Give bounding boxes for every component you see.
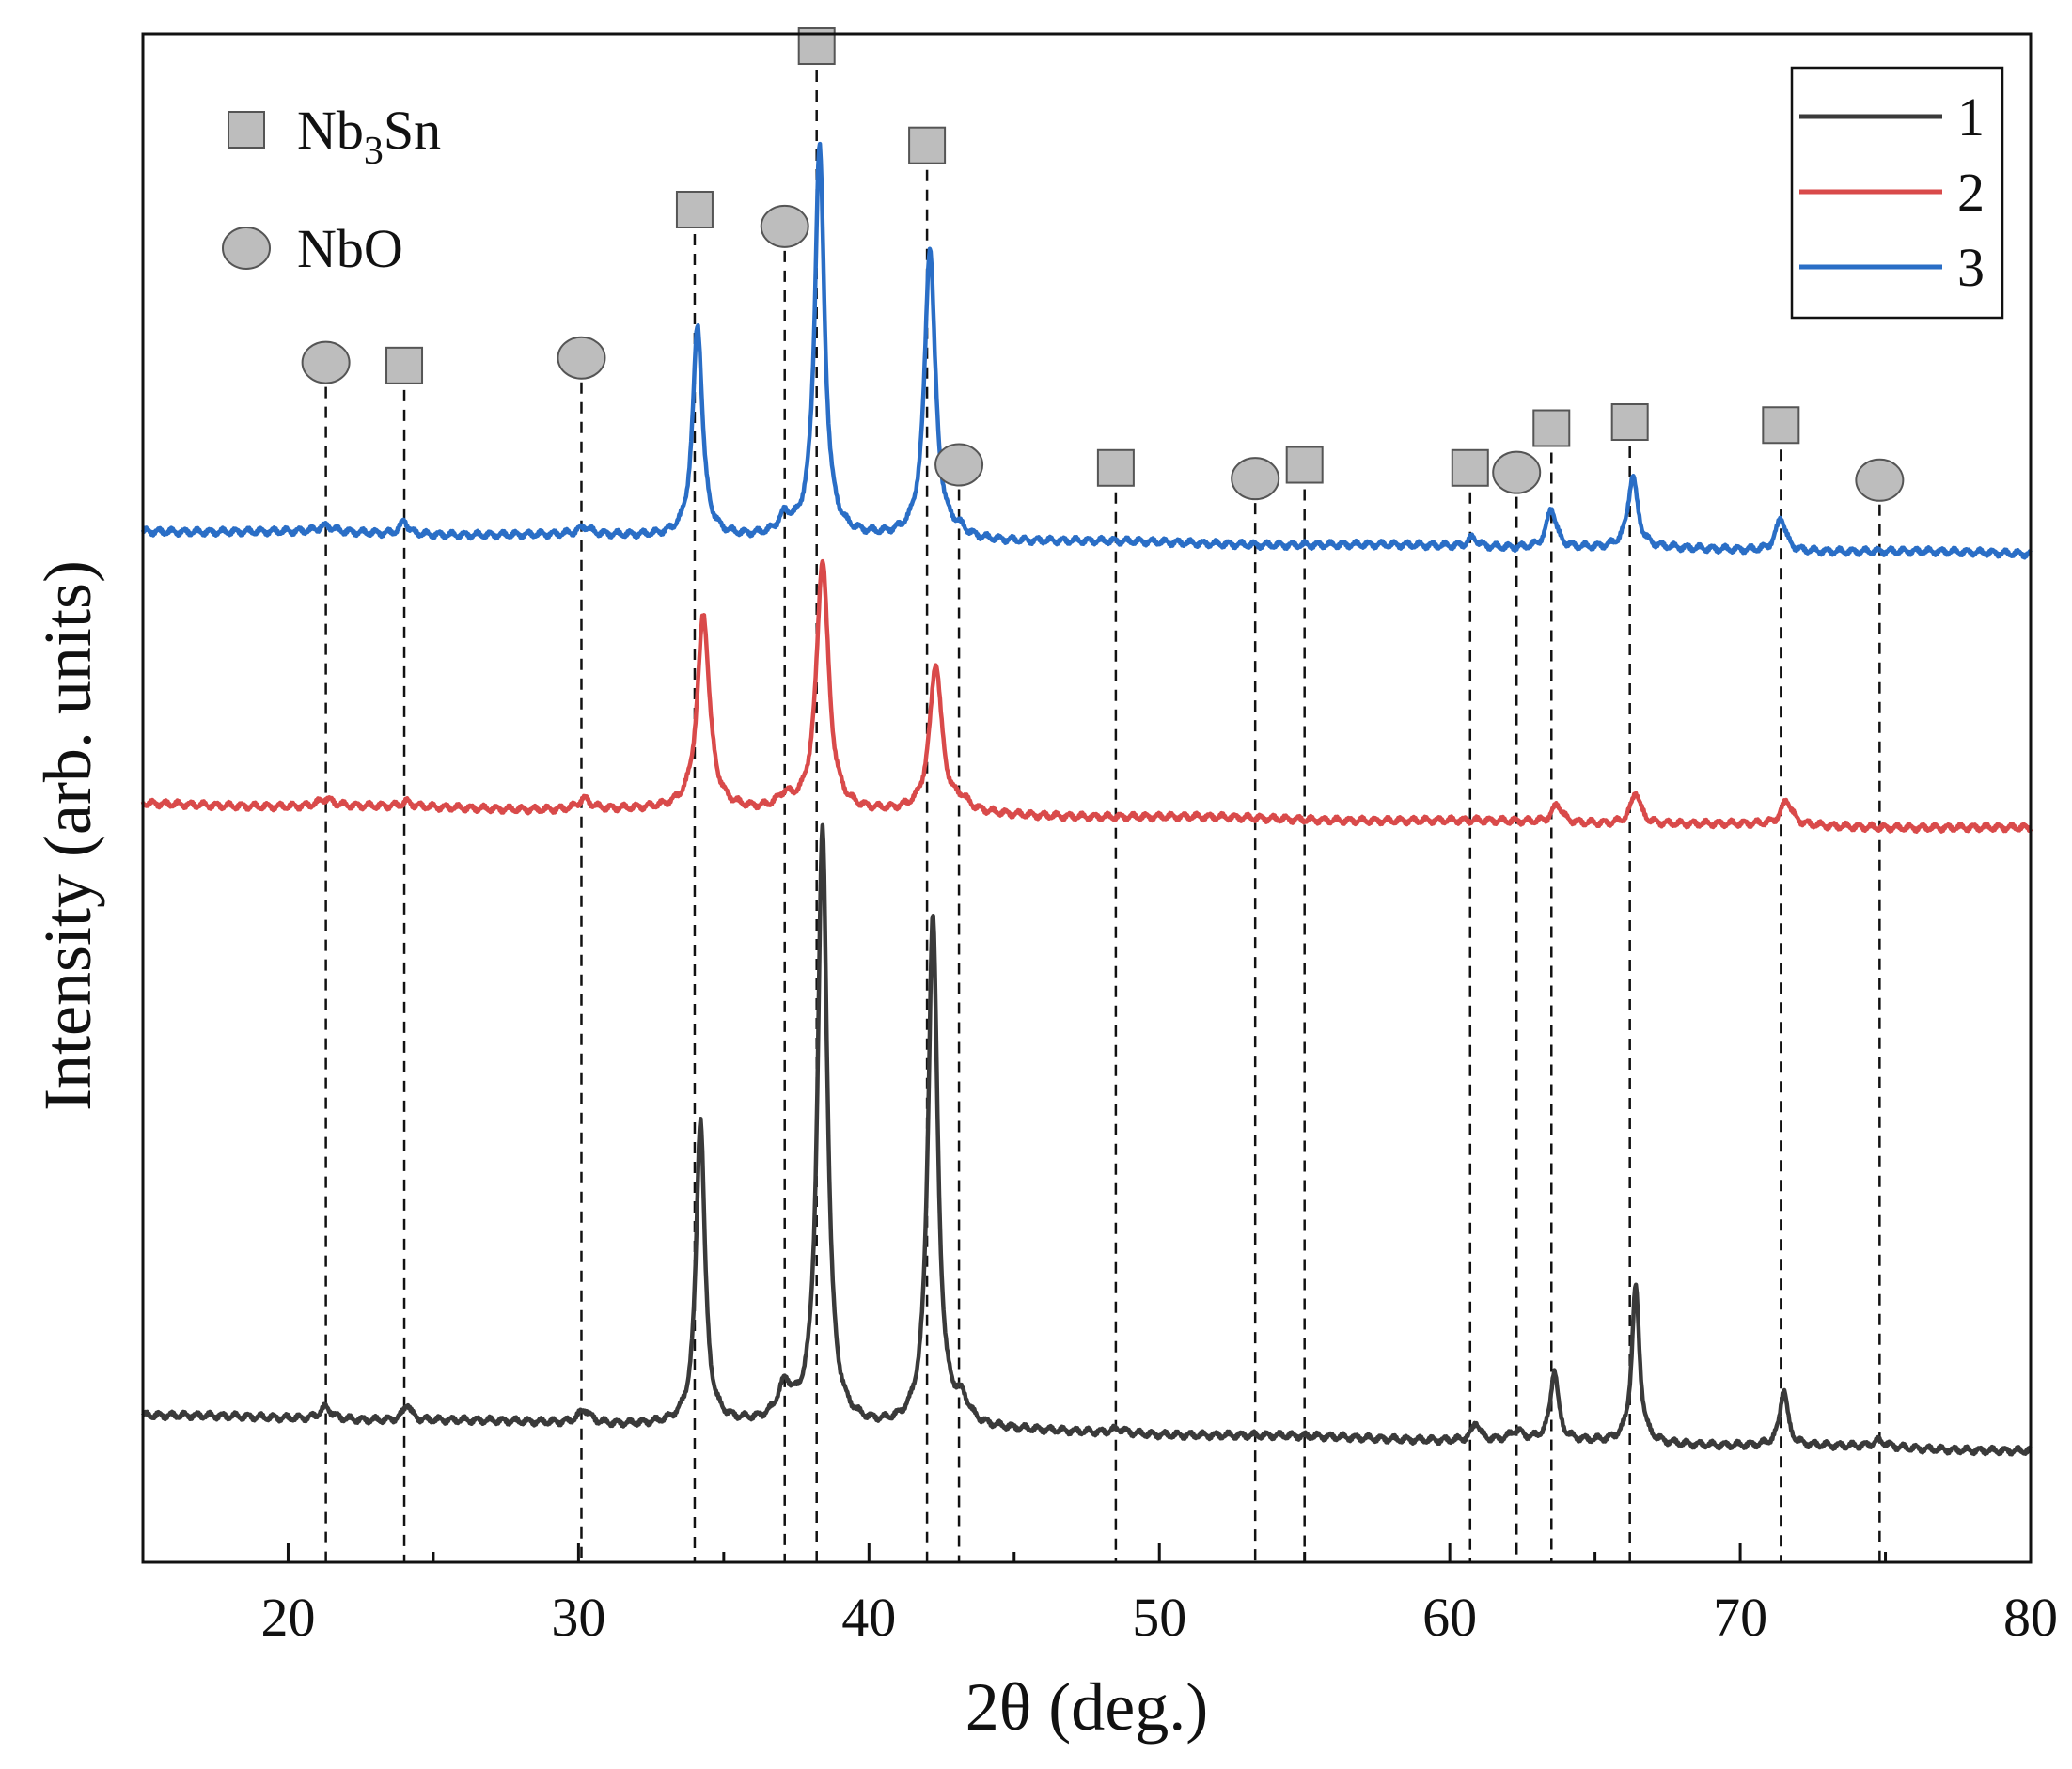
x-tick-label: 80 [2003,1587,2058,1648]
nbo-marker [1855,458,1905,502]
x-tick-label: 30 [551,1587,605,1648]
x-tick-label: 60 [1422,1587,1477,1648]
x-tick-label: 70 [1713,1587,1767,1648]
series-legend: 1 2 3 [1790,66,2004,320]
phase-markers-group [301,27,1905,502]
nb3sn-marker [1762,406,1800,445]
phase-reference-lines [324,70,1881,1562]
legend-nb3sn-marker [228,111,265,149]
series-line-2 [140,558,2033,834]
phase-legend-label: NbO [297,218,403,279]
phase-legend: Nb3Sn NbO [222,100,441,279]
nb3sn-marker [385,346,424,384]
y-axis-title: Intensity (arb. units) [30,560,105,1111]
legend-label-3: 3 [1957,237,1985,298]
x-tick-label: 20 [260,1587,315,1648]
x-tick-label: 40 [841,1587,896,1648]
nb3sn-marker [1285,446,1324,484]
legend-nbo-marker [222,227,271,270]
legend-label-1: 1 [1957,86,1985,148]
plot-frame [141,32,2033,1564]
nbo-marker [934,443,984,487]
nbo-marker [760,204,809,248]
phase-legend-label: Nb3Sn [297,100,441,173]
x-axis-ticks [141,1543,2033,1562]
x-tick-label: 50 [1132,1587,1186,1648]
nb3sn-marker [908,126,947,164]
nb3sn-marker [1096,448,1135,487]
nb3sn-marker [1610,403,1649,442]
nb3sn-marker [1451,448,1489,487]
legend-label-2: 2 [1957,162,1985,223]
nb3sn-marker [675,190,714,228]
series-line-3 [140,141,2033,560]
series-line-1 [141,822,2033,1457]
nbo-marker [1492,450,1542,494]
nb3sn-marker [1532,409,1571,447]
x-axis-tick-labels: 20 30 40 50 60 70 80 [260,1587,2058,1648]
nbo-marker [1231,457,1280,501]
nbo-marker [301,340,351,384]
nbo-marker [557,336,606,380]
xrd-series-group [140,141,2033,1457]
x-axis-title: 2θ (deg.) [965,1669,1208,1745]
